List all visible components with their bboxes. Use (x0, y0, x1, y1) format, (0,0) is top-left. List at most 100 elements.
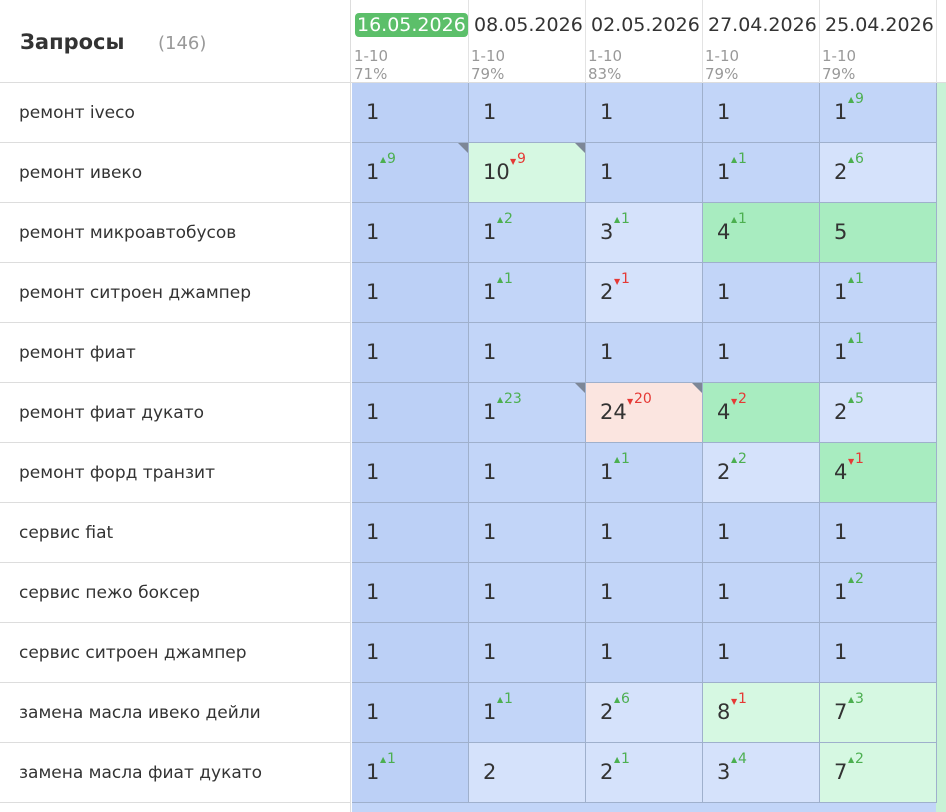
note-flag (575, 383, 585, 393)
position-cell (586, 563, 703, 623)
column-divider (819, 0, 820, 83)
position-cell (586, 503, 703, 563)
position-value: 1 (483, 580, 497, 604)
position-change: 2 (855, 571, 864, 587)
column-share: 79% (822, 65, 856, 83)
position-change: 1 (855, 451, 864, 467)
header-row (0, 0, 946, 83)
position-change: 1 (738, 211, 747, 227)
query-text: ремонт фиат (19, 343, 136, 363)
position-value: 2 (600, 280, 614, 304)
position-value: 10 (483, 160, 510, 184)
position-value: 1 (366, 520, 380, 544)
position-value: 2 (717, 460, 731, 484)
column-date: 08.05.2026 (474, 14, 583, 36)
position-cell (469, 383, 586, 443)
change-arrow: ▼ (510, 157, 517, 166)
position-cell (820, 563, 937, 623)
change-arrow: ▲ (497, 695, 504, 704)
query-text: замена масла ивеко дейли (19, 703, 261, 723)
change-arrow: ▲ (848, 695, 855, 704)
position-value: 1 (717, 100, 731, 124)
query-row (0, 383, 350, 443)
position-cell (703, 323, 820, 383)
position-value: 1 (366, 160, 380, 184)
position-value: 1 (366, 640, 380, 664)
position-change: 1 (621, 211, 630, 227)
position-change: 1 (504, 691, 513, 707)
position-cell (820, 503, 937, 563)
position-cell (586, 263, 703, 323)
position-cell (352, 563, 469, 623)
position-cell (352, 323, 469, 383)
position-value: 1 (483, 520, 497, 544)
position-value: 4 (834, 460, 848, 484)
position-change: 1 (855, 271, 864, 287)
position-value: 1 (483, 400, 497, 424)
position-change: 1 (621, 271, 630, 287)
position-cell (352, 383, 469, 443)
position-change: 1 (738, 151, 747, 167)
position-change: 3 (855, 691, 864, 707)
position-change: 2 (738, 451, 747, 467)
position-value: 5 (834, 220, 848, 244)
change-arrow: ▼ (627, 397, 634, 406)
query-row (0, 443, 350, 503)
query-row (0, 263, 350, 323)
column-divider (936, 0, 937, 83)
query-count: (146) (158, 33, 207, 54)
position-cell (703, 83, 820, 143)
position-value: 1 (366, 700, 380, 724)
position-cell (352, 443, 469, 503)
position-change: 6 (621, 691, 630, 707)
change-arrow: ▲ (497, 275, 504, 284)
position-cell (820, 443, 937, 503)
position-cell (352, 143, 469, 203)
query-row (0, 203, 350, 263)
position-cell (352, 83, 469, 143)
column-share: 71% (354, 65, 388, 83)
column-range: 1-10 (471, 47, 506, 65)
change-arrow: ▲ (848, 575, 855, 584)
position-cell (469, 563, 586, 623)
position-cell (703, 383, 820, 443)
query-row (0, 563, 350, 623)
change-arrow: ▼ (848, 457, 855, 466)
change-arrow: ▼ (731, 697, 738, 706)
note-flag (692, 383, 702, 393)
position-change: 9 (517, 151, 526, 167)
position-change: 1 (504, 271, 513, 287)
query-row (0, 683, 350, 743)
position-value: 1 (600, 640, 614, 664)
position-change: 6 (855, 151, 864, 167)
position-cell (703, 563, 820, 623)
change-arrow: ▲ (497, 395, 504, 404)
position-value: 3 (717, 760, 731, 784)
position-change: 9 (855, 91, 864, 107)
position-cell (469, 263, 586, 323)
position-cell (586, 323, 703, 383)
position-value: 1 (483, 340, 497, 364)
position-value: 1 (483, 280, 497, 304)
position-value: 1 (483, 700, 497, 724)
query-text: ремонт микроавтобусов (19, 223, 237, 243)
position-value: 1 (366, 580, 380, 604)
column-date: 27.04.2026 (708, 14, 817, 36)
change-arrow: ▲ (497, 215, 504, 224)
position-change: 2 (855, 751, 864, 767)
position-cell (586, 623, 703, 683)
position-cell (586, 443, 703, 503)
note-flag (575, 143, 585, 153)
change-arrow: ▲ (848, 395, 855, 404)
position-value: 1 (834, 520, 848, 544)
position-change: 2 (738, 391, 747, 407)
change-arrow: ▲ (614, 215, 621, 224)
position-value: 2 (483, 760, 497, 784)
query-text: сервис ситроен джампер (19, 643, 247, 663)
position-cell (820, 143, 937, 203)
position-value: 2 (834, 400, 848, 424)
position-value: 1 (717, 340, 731, 364)
query-row (0, 83, 350, 143)
position-value: 1 (366, 100, 380, 124)
position-value: 1 (483, 220, 497, 244)
